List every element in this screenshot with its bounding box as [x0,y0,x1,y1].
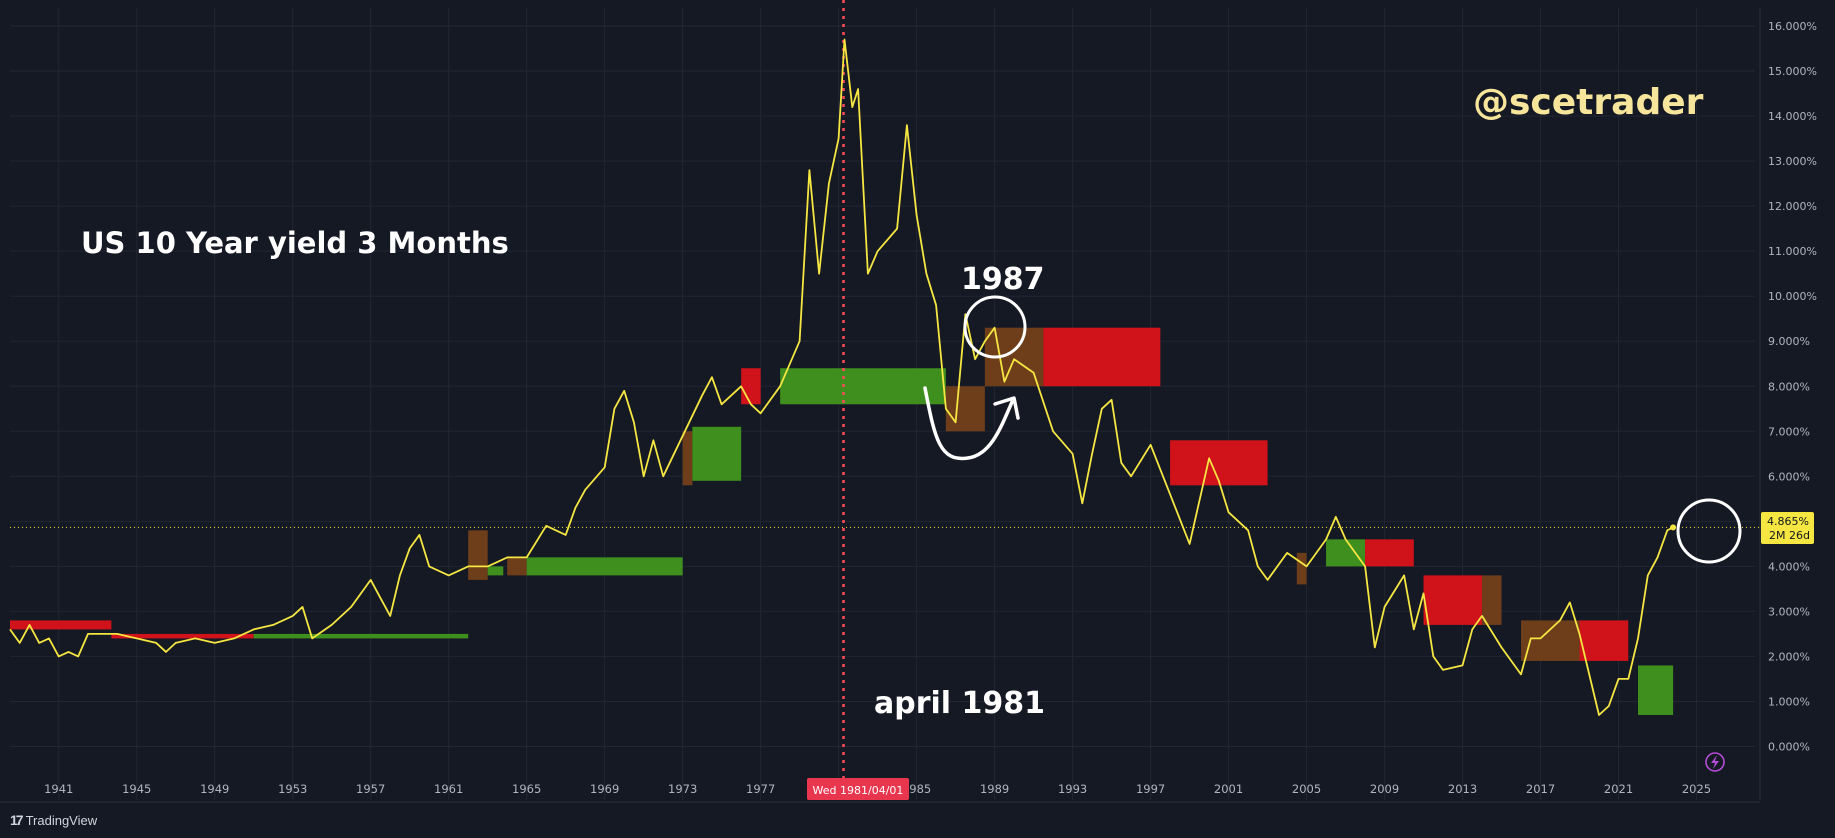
level-box [1170,440,1268,486]
x-tick-label: 1973 [668,782,697,796]
y-tick-label: 3.000% [1768,605,1810,618]
label-april-1981: april 1981 [874,686,1045,721]
level-box [1326,539,1366,567]
y-tick-label: 1.000% [1768,695,1810,708]
x-tick-label: 1961 [434,782,463,796]
y-tick-label: 15.000% [1768,65,1817,78]
x-tick-label: 1977 [746,782,775,796]
y-tick-label: 14.000% [1768,110,1817,123]
y-tick-label: 9.000% [1768,335,1810,348]
price-tag-countdown: 2M 26d [1769,529,1810,542]
crosshair-date-tag: Wed 1981/04/01 [807,778,909,800]
x-tick-label: 1969 [590,782,619,796]
level-box [1043,327,1161,387]
level-box [507,557,527,576]
level-box [487,566,504,576]
level-box [1365,539,1414,567]
level-box [741,368,761,405]
level-box [111,633,254,639]
level-box [682,431,693,486]
level-box [468,530,488,580]
y-tick-label: 4.000% [1768,560,1810,573]
x-tick-label: 1957 [356,782,385,796]
tradingview-mark-icon: 17 [10,812,24,828]
arrow-annotation [923,386,1014,461]
x-tick-label: 2001 [1214,782,1243,796]
y-tick-label: 16.000% [1768,20,1817,33]
yield-line [9,38,1677,716]
x-tick-label: 1941 [44,782,73,796]
y-tick-label: 8.000% [1768,380,1810,393]
circle-1987 [963,295,1027,359]
x-tick-label: 1949 [200,782,229,796]
x-tick-label: 1993 [1058,782,1087,796]
level-box [780,368,946,405]
x-tick-label: 2025 [1682,782,1711,796]
x-tick-label: 1985 [902,782,931,796]
x-tick-label: 2013 [1448,782,1477,796]
lightning-button[interactable] [1705,752,1725,772]
yield-series-line [9,38,1674,716]
y-tick-label: 13.000% [1768,155,1817,168]
x-tick-label: 1965 [512,782,541,796]
level-box [253,633,469,639]
level-boxes [10,327,1674,715]
y-tick-label: 10.000% [1768,290,1817,303]
level-box [1296,552,1307,585]
y-tick-label: 12.000% [1768,200,1817,213]
x-tick-label: 2009 [1370,782,1399,796]
crosshair-date-label: Wed 1981/04/01 [813,784,904,797]
last-point [1670,524,1677,531]
level-box [1579,620,1629,661]
level-box [10,620,112,630]
x-tick-label: 2005 [1292,782,1321,796]
tradingview-logo[interactable]: 17 TradingView [10,812,97,828]
tradingview-brand: TradingView [25,812,98,828]
y-tick-label: 11.000% [1768,245,1817,258]
chart-title-annotation: US 10 Year yield 3 Months [81,226,509,260]
y-tick-label: 2.000% [1768,650,1810,663]
x-tick-label: 1989 [980,782,1009,796]
y-axis: 0.000%1.000%2.000%3.000%4.000%5.000%6.00… [1768,20,1817,753]
level-box [945,386,985,432]
crosshair-line [10,0,1760,778]
x-tick-label: 1953 [278,782,307,796]
level-box [526,557,683,576]
level-box [1638,665,1674,715]
x-tick-label: 2017 [1526,782,1555,796]
watermark: @scetrader [1473,82,1704,123]
x-axis: 1941 1945 1949 1953 1957 1961 1965 1969 1973 1977… [44,782,1711,796]
x-tick-label: 1997 [1136,782,1165,796]
arrow-head [993,396,1020,420]
x-tick-label: 2021 [1604,782,1633,796]
price-tag-value: 4.865% [1767,515,1809,528]
x-tick-label: 1945 [122,782,151,796]
label-1987: 1987 [961,262,1045,297]
price-tag: 4.865% 2M 26d [1761,512,1814,544]
y-tick-label: 7.000% [1768,425,1810,438]
level-box [1423,575,1483,625]
grid [0,8,1761,803]
y-tick-label: 6.000% [1768,470,1810,483]
circle-current [1676,498,1742,564]
level-box [692,426,742,481]
level-box [1482,575,1502,625]
y-tick-label: 0.000% [1768,740,1810,753]
